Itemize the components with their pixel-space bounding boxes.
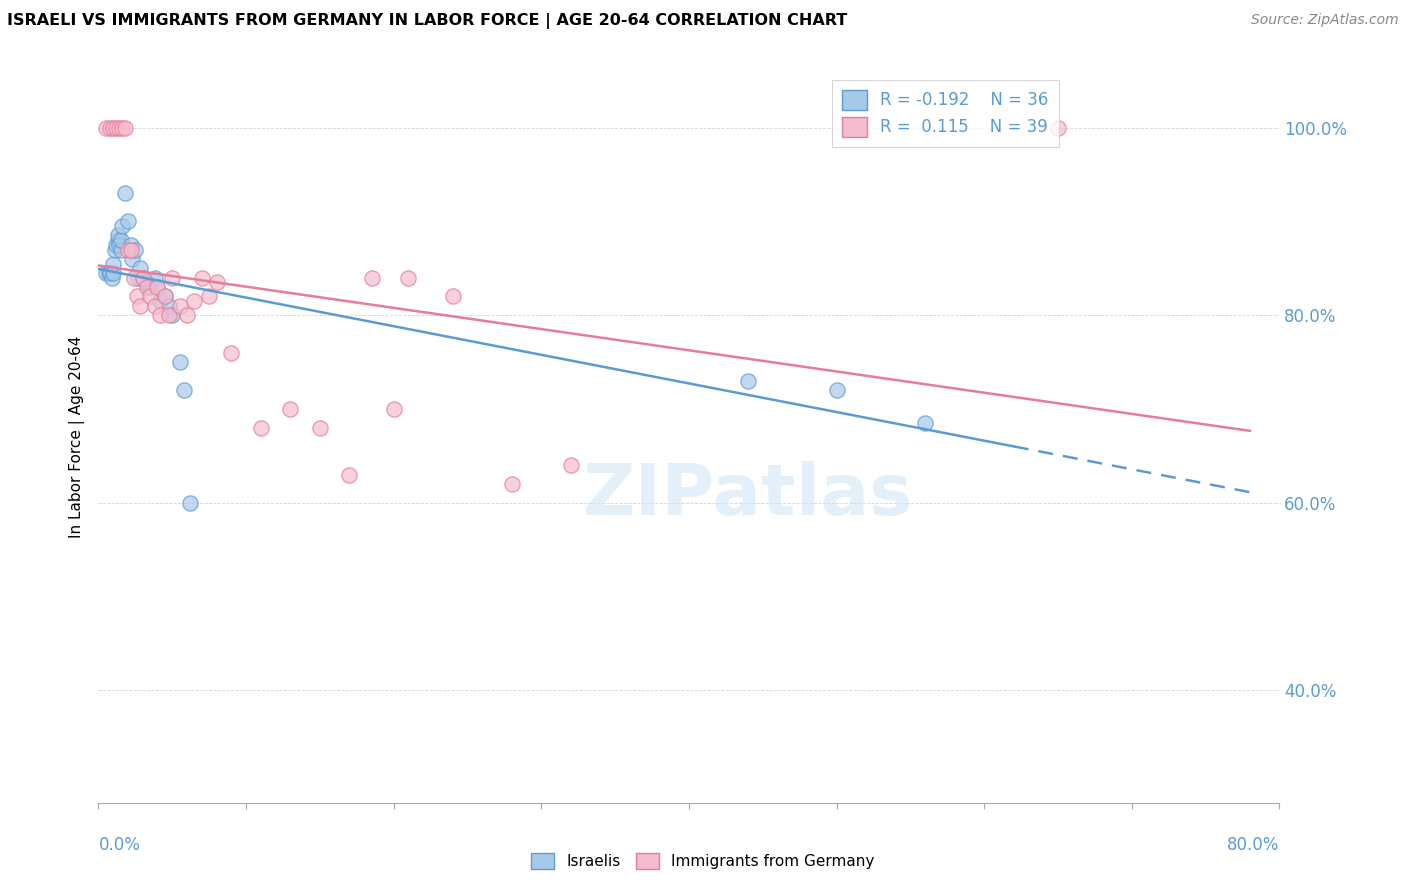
Point	[122, 270, 145, 285]
Point	[149, 294, 172, 309]
Point	[139, 289, 162, 303]
Point	[179, 496, 201, 510]
Point	[737, 374, 759, 388]
Point	[162, 270, 183, 285]
Y-axis label: In Labor Force | Age 20-64: In Labor Force | Age 20-64	[69, 336, 86, 538]
Point	[132, 270, 155, 285]
Point	[219, 345, 242, 359]
Point	[117, 214, 139, 228]
Point	[103, 257, 125, 271]
Point	[176, 308, 198, 322]
Point	[143, 299, 166, 313]
Point	[146, 280, 169, 294]
Point	[501, 477, 523, 491]
Point	[120, 243, 142, 257]
Point	[110, 233, 132, 247]
Point	[162, 308, 183, 322]
Point	[108, 120, 131, 135]
Point	[135, 276, 157, 290]
Point	[105, 120, 128, 135]
Point	[153, 289, 176, 303]
Point	[111, 120, 134, 135]
Point	[153, 289, 176, 303]
Point	[124, 243, 146, 257]
Point	[120, 237, 142, 252]
Point	[560, 458, 582, 473]
Point	[157, 308, 180, 322]
Point	[205, 276, 228, 290]
Text: Source: ZipAtlas.com: Source: ZipAtlas.com	[1251, 13, 1399, 28]
Point	[191, 270, 214, 285]
Point	[108, 237, 131, 252]
Point	[105, 237, 128, 252]
Point	[111, 219, 134, 233]
Text: ISRAELI VS IMMIGRANTS FROM GERMANY IN LABOR FORCE | AGE 20-64 CORRELATION CHART: ISRAELI VS IMMIGRANTS FROM GERMANY IN LA…	[7, 13, 848, 29]
Point	[360, 270, 382, 285]
Point	[339, 467, 360, 482]
Point	[198, 289, 221, 303]
Point	[441, 289, 464, 303]
Point	[110, 243, 132, 257]
Point	[183, 294, 205, 309]
Point	[143, 270, 166, 285]
Point	[117, 243, 139, 257]
Point	[136, 280, 159, 294]
Point	[94, 266, 117, 280]
Point	[128, 299, 150, 313]
Point	[127, 270, 149, 285]
Point	[97, 266, 120, 280]
Point	[98, 266, 121, 280]
Point	[382, 401, 405, 416]
Point	[125, 289, 148, 303]
Point	[278, 401, 302, 416]
Point	[149, 308, 172, 322]
Text: ZIPatlas: ZIPatlas	[583, 461, 912, 530]
Point	[157, 299, 180, 313]
Point	[128, 261, 150, 276]
Legend: Israelis, Immigrants from Germany: Israelis, Immigrants from Germany	[526, 847, 880, 875]
Point	[98, 120, 121, 135]
Point	[132, 270, 155, 285]
Point	[825, 383, 848, 397]
Point	[169, 299, 191, 313]
Text: 0.0%: 0.0%	[98, 836, 141, 854]
Point	[94, 120, 117, 135]
Point	[396, 270, 419, 285]
Legend: R = -0.192    N = 36, R =  0.115    N = 39: R = -0.192 N = 36, R = 0.115 N = 39	[832, 79, 1059, 147]
Point	[250, 420, 273, 434]
Point	[139, 280, 162, 294]
Point	[103, 120, 125, 135]
Point	[100, 270, 122, 285]
Point	[146, 280, 169, 294]
Point	[1046, 120, 1069, 135]
Point	[169, 355, 191, 369]
Point	[309, 420, 332, 434]
Point	[107, 233, 129, 247]
Text: 80.0%: 80.0%	[1227, 836, 1279, 854]
Point	[121, 252, 143, 266]
Point	[104, 243, 127, 257]
Point	[173, 383, 195, 397]
Point	[914, 416, 936, 430]
Point	[114, 186, 136, 201]
Point	[107, 228, 129, 243]
Point	[114, 120, 136, 135]
Point	[103, 266, 125, 280]
